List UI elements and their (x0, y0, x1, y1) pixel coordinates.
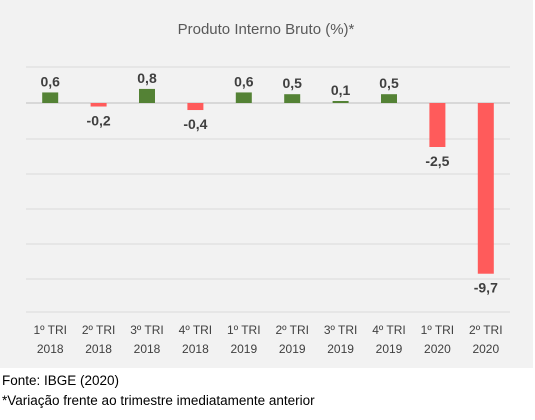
bar-8 (381, 94, 397, 103)
value-label-3: 0,8 (137, 70, 157, 86)
value-label-1: 0,6 (40, 73, 60, 89)
x-tick-quarter-3: 3º TRI (130, 323, 164, 337)
x-tick-year-6: 2019 (279, 342, 306, 356)
x-tick-quarter-8: 4º TRI (372, 323, 406, 337)
bar-5 (235, 92, 252, 103)
value-label-10: -9,7 (474, 280, 498, 296)
x-tick-year-2: 2018 (85, 342, 112, 356)
chart-title: Produto Interno Bruto (%)* (178, 21, 355, 38)
value-label-7: 0,1 (331, 82, 351, 98)
x-tick-quarter-5: 1º TRI (227, 323, 261, 337)
x-tick-quarter-1: 1º TRI (33, 323, 67, 337)
x-tick-year-10: 2020 (472, 342, 499, 356)
bar-3 (139, 88, 155, 103)
value-label-6: 0,5 (282, 75, 302, 91)
value-label-8: 0,5 (379, 75, 399, 91)
bar-1 (42, 92, 59, 103)
value-labels: 0,6 -0,2 0,8 -0,4 0,6 0,5 0,1 0,5 -2,5 -9,7 (40, 70, 498, 296)
x-tick-year-5: 2019 (230, 342, 257, 356)
x-tick-year-4: 2018 (182, 342, 209, 356)
x-tick-year-7: 2019 (327, 342, 354, 356)
x-tick-quarter-2: 2º TRI (82, 323, 116, 337)
value-label-4: -0,4 (183, 116, 207, 132)
value-label-2: -0,2 (87, 113, 111, 129)
chart-panel: Produto Interno Bruto (%)* 0,6 -0,2 0,8 -0,… (0, 0, 533, 368)
variation-footnote: *Variação frente ao trimestre imediatame… (2, 393, 315, 408)
bars (42, 88, 494, 274)
x-tick-year-3: 2018 (134, 342, 161, 356)
x-tick-quarter-9: 1º TRI (421, 323, 455, 337)
value-label-5: 0,6 (234, 73, 254, 89)
bar-9 (429, 103, 446, 147)
gdp-bar-chart: Produto Interno Bruto (%)* 0,6 -0,2 0,8 -0,… (26, 21, 510, 356)
bar-10 (477, 103, 494, 274)
x-tick-year-1: 2018 (37, 342, 64, 356)
x-tick-quarter-4: 4º TRI (179, 323, 213, 337)
value-label-9: -2,5 (425, 153, 449, 169)
source-note: Fonte: IBGE (2020) (2, 373, 120, 388)
bar-7 (332, 101, 349, 103)
x-tick-quarter-7: 3º TRI (324, 323, 358, 337)
x-tick-quarter-10: 2º TRI (469, 323, 503, 337)
x-axis: 1º TRI 2018 2º TRI 2018 3º TRI 2018 4º TRI 2018… (33, 323, 502, 356)
bar-2 (90, 103, 107, 107)
x-tick-year-8: 2019 (376, 342, 403, 356)
x-tick-year-9: 2020 (424, 342, 451, 356)
gridlines (26, 66, 510, 313)
bar-4 (187, 103, 204, 111)
x-tick-quarter-6: 2º TRI (275, 323, 309, 337)
bar-6 (284, 94, 301, 103)
